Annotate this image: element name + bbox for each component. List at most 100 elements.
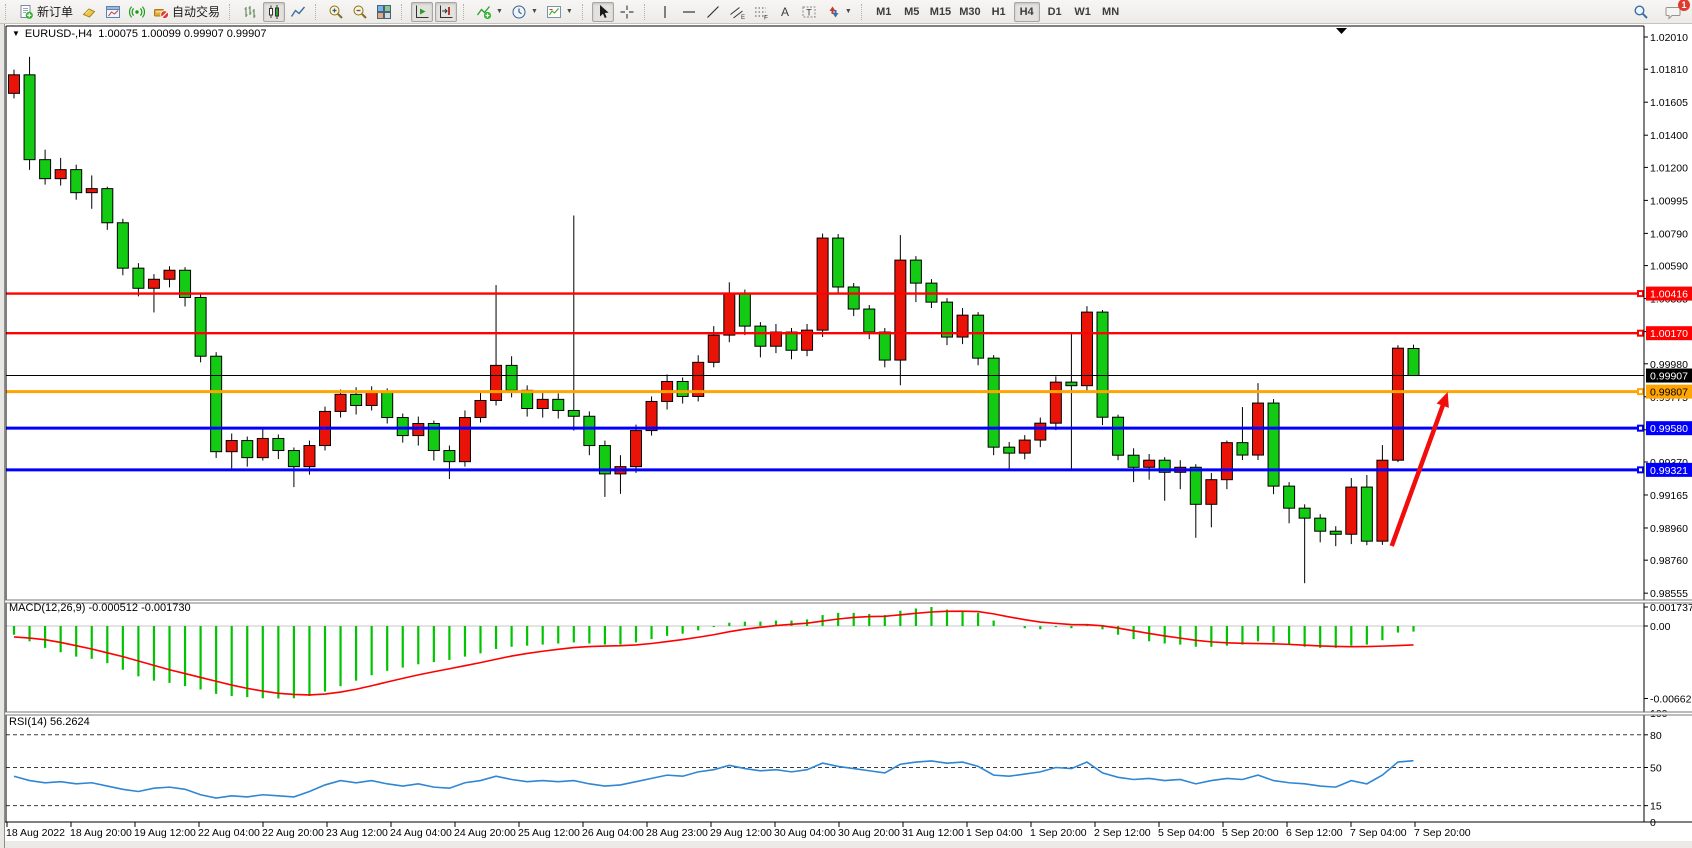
notifications-button[interactable]: 1 bbox=[1662, 0, 1690, 22]
channel-button[interactable]: E bbox=[726, 2, 748, 22]
svg-text:T: T bbox=[806, 7, 812, 17]
svg-text:1 Sep 04:00: 1 Sep 04:00 bbox=[966, 827, 1023, 839]
chart-shift-marker bbox=[1336, 28, 1347, 34]
template-icon bbox=[546, 4, 562, 20]
periods-button[interactable]: ▼ bbox=[508, 2, 541, 22]
indicators-icon bbox=[476, 4, 492, 20]
trend-arrow-annotation bbox=[1389, 391, 1449, 547]
toolbar-separator bbox=[229, 3, 234, 20]
horizontal-line-icon bbox=[681, 4, 697, 20]
svg-text:0: 0 bbox=[1650, 817, 1656, 829]
new-order-button[interactable]: 新订单 bbox=[15, 2, 76, 22]
svg-text:F: F bbox=[764, 14, 768, 20]
svg-text:0.98960: 0.98960 bbox=[1650, 523, 1688, 535]
zoom-out-icon bbox=[352, 4, 368, 20]
trendline-button[interactable] bbox=[702, 2, 724, 22]
svg-text:E: E bbox=[741, 15, 745, 20]
trendline-icon bbox=[705, 4, 721, 20]
toolbar-separator bbox=[643, 3, 649, 20]
svg-text:30 Aug 20:00: 30 Aug 20:00 bbox=[838, 827, 900, 839]
fibonacci-button[interactable]: F bbox=[750, 2, 772, 22]
zoom-in-button[interactable] bbox=[325, 2, 347, 22]
tile-windows-button[interactable] bbox=[373, 2, 395, 22]
symbol-dropdown-icon[interactable]: ▼ bbox=[12, 29, 20, 38]
text-label-icon: T bbox=[801, 4, 817, 20]
timeframe-button-M5[interactable]: M5 bbox=[904, 5, 920, 18]
svg-text:29 Aug 12:00: 29 Aug 12:00 bbox=[710, 827, 772, 839]
text-label-button[interactable]: T bbox=[798, 2, 820, 22]
timeframe-button-M30[interactable]: M30 bbox=[959, 5, 981, 18]
svg-text:5 Sep 04:00: 5 Sep 04:00 bbox=[1158, 827, 1215, 839]
broadcast-button[interactable] bbox=[126, 2, 148, 22]
timeframe-button-H4[interactable]: H4 bbox=[1013, 1, 1040, 22]
timeframe-button-M15[interactable]: M15 bbox=[929, 5, 952, 18]
indicators-dropdown-icon[interactable]: ▼ bbox=[496, 8, 503, 15]
new-order-label: 新订单 bbox=[37, 5, 74, 19]
templates-button[interactable]: ▼ bbox=[543, 2, 576, 22]
tile-windows-icon bbox=[376, 4, 392, 20]
text-button[interactable]: A bbox=[774, 2, 796, 22]
svg-text:30 Aug 04:00: 30 Aug 04:00 bbox=[774, 827, 836, 839]
svg-text:23 Aug 12:00: 23 Aug 12:00 bbox=[326, 827, 388, 839]
chart-window-button[interactable] bbox=[102, 2, 124, 22]
rsi-indicator-label: RSI(14) 56.2624 bbox=[9, 716, 90, 728]
timeframe-button-M1[interactable]: M1 bbox=[876, 5, 892, 18]
timeframe-button-W1[interactable]: W1 bbox=[1074, 5, 1091, 18]
periods-dropdown-icon[interactable]: ▼ bbox=[530, 8, 538, 15]
chart-title: ▼ EURUSD-,H4 1.00075 1.00099 0.99907 0.99… bbox=[12, 28, 267, 40]
indicators-button[interactable]: ▼ bbox=[473, 2, 506, 22]
horizontal-line-button[interactable] bbox=[678, 2, 700, 22]
vertical-line-icon bbox=[657, 4, 673, 20]
timeframe-button-MN[interactable]: MN bbox=[1102, 5, 1120, 18]
svg-text:0.00: 0.00 bbox=[1650, 621, 1671, 633]
line-chart-button[interactable] bbox=[287, 2, 309, 22]
zoom-out-button[interactable] bbox=[349, 2, 371, 22]
toolbar-separator bbox=[463, 3, 468, 20]
svg-text:1.02010: 1.02010 bbox=[1650, 32, 1688, 44]
autotrading-button[interactable]: 自动交易 bbox=[150, 2, 223, 22]
timeframe-button-D1[interactable]: D1 bbox=[1047, 5, 1062, 18]
arrows-button[interactable]: ▼ bbox=[822, 2, 855, 22]
timeframe-button-H1[interactable]: H1 bbox=[991, 5, 1006, 18]
svg-text:0.98555: 0.98555 bbox=[1650, 588, 1688, 600]
zoom-in-icon bbox=[328, 4, 344, 20]
bar-chart-button[interactable] bbox=[239, 2, 261, 22]
gold-bar-icon bbox=[81, 4, 97, 20]
svg-text:26 Aug 04:00: 26 Aug 04:00 bbox=[582, 827, 644, 839]
svg-text:1.00995: 1.00995 bbox=[1650, 195, 1688, 207]
vertical-line-button[interactable] bbox=[654, 2, 676, 22]
svg-text:1.01200: 1.01200 bbox=[1650, 162, 1688, 174]
candlestick-icon bbox=[266, 4, 282, 20]
autotrading-label: 自动交易 bbox=[172, 5, 221, 19]
templates-dropdown-icon[interactable]: ▼ bbox=[565, 8, 573, 15]
candlestick-chart-button[interactable] bbox=[263, 1, 286, 22]
svg-text:18 Aug 20:00: 18 Aug 20:00 bbox=[70, 827, 132, 839]
svg-text:1.01810: 1.01810 bbox=[1650, 64, 1688, 76]
auto-scroll-button[interactable] bbox=[411, 1, 434, 22]
time-axis: 18 Aug 2022 18 Aug 20:00 19 Aug 12:00 22 Au… bbox=[6, 822, 1471, 839]
search-button[interactable] bbox=[1630, 2, 1652, 22]
svg-text:0.001737: 0.001737 bbox=[1650, 602, 1692, 614]
search-icon bbox=[1633, 4, 1649, 20]
arrows-dropdown-icon[interactable]: ▼ bbox=[844, 8, 852, 15]
chart-shift-button[interactable] bbox=[435, 1, 458, 22]
toolbar-grip bbox=[5, 3, 10, 20]
cursor-icon bbox=[595, 4, 611, 20]
svg-text:1.01400: 1.01400 bbox=[1650, 130, 1688, 142]
market-depth-button[interactable] bbox=[78, 2, 100, 22]
svg-text:1.00590: 1.00590 bbox=[1650, 261, 1688, 273]
svg-text:1.01605: 1.01605 bbox=[1650, 97, 1688, 109]
toolbar-separator bbox=[581, 3, 587, 20]
svg-text:1 Sep 20:00: 1 Sep 20:00 bbox=[1030, 827, 1087, 839]
auto-scroll-icon bbox=[414, 4, 430, 20]
svg-text:1.00790: 1.00790 bbox=[1650, 228, 1688, 240]
cursor-button[interactable] bbox=[591, 1, 614, 22]
svg-text:5 Sep 20:00: 5 Sep 20:00 bbox=[1222, 827, 1279, 839]
svg-text:18 Aug 2022: 18 Aug 2022 bbox=[6, 827, 65, 839]
line-chart-icon bbox=[290, 4, 306, 20]
macd-indicator-label: MACD(12,26,9) -0.000512 -0.001730 bbox=[9, 602, 191, 614]
pane-frames bbox=[0, 25, 1692, 823]
crosshair-button[interactable] bbox=[616, 2, 638, 22]
